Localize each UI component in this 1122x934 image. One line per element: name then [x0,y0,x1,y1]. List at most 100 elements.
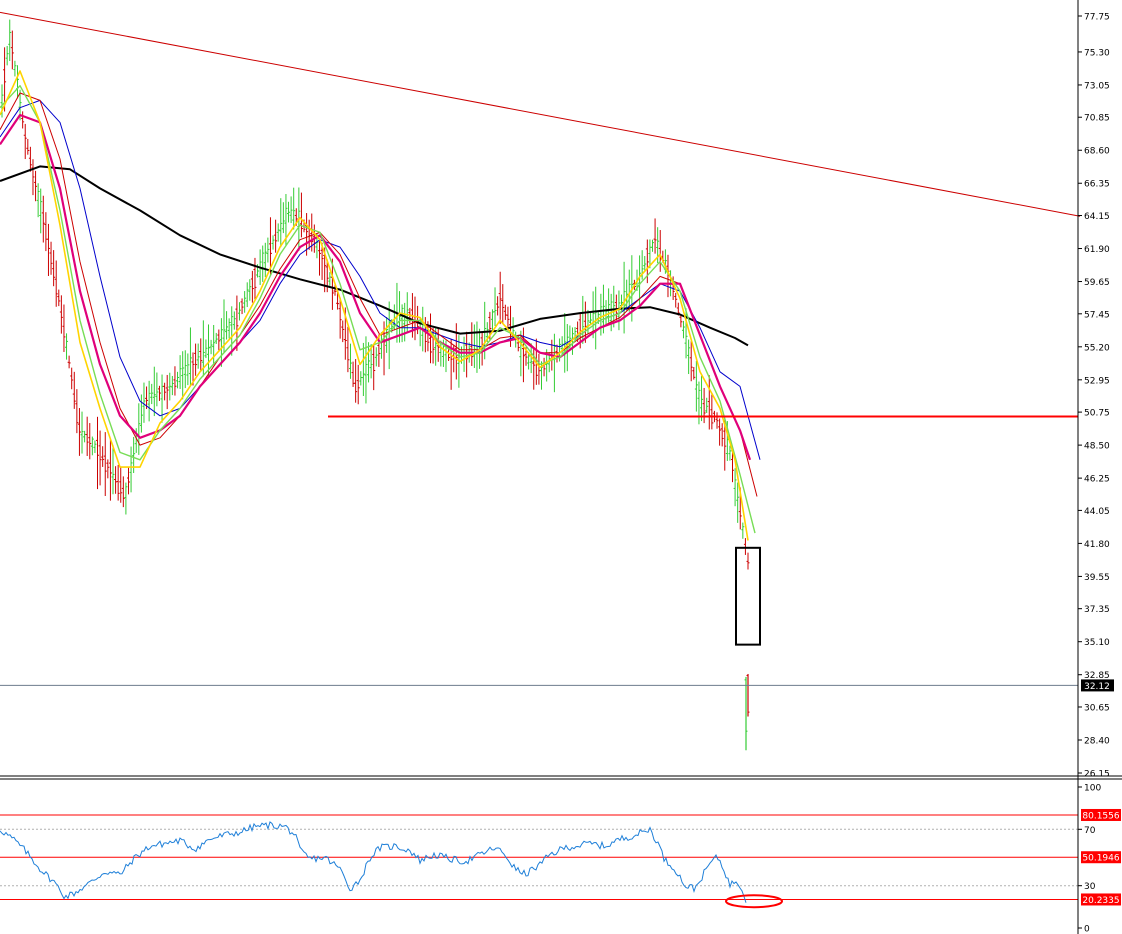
price-bar [152,366,156,417]
price-tick-label: 41.80 [1084,540,1110,550]
price-bar [501,284,505,324]
price-bar [83,430,87,443]
price-bar [214,332,218,344]
price-tick-label: 66.35 [1084,180,1110,190]
price-bar [268,217,272,276]
price-bar [126,467,130,495]
price-tick-label: 37.35 [1084,605,1110,615]
price-bar [372,345,376,391]
price-bar [178,355,182,389]
drawn-rectangle [735,546,761,646]
price-bar [496,296,500,316]
price-bar [318,240,322,276]
price-bar [147,380,151,422]
price-bar [604,300,608,325]
price-tick-label: 48.50 [1084,442,1110,452]
price-bar [261,245,265,282]
price-panel [0,11,1081,751]
price-bar [173,366,177,396]
price-bar [93,440,97,454]
price-bar [250,270,254,303]
price-bar [15,65,19,99]
price-bar [5,46,9,66]
price-bar [552,333,556,393]
moving-average-long [0,165,749,347]
price-bar [227,318,231,339]
price-bar [307,219,311,250]
price-bar [692,366,696,380]
price-bar [274,219,278,253]
price-bar [232,311,236,330]
price-bar [101,446,105,467]
price-bar [733,468,737,507]
price-bar [731,449,735,483]
price-bar [498,271,502,325]
price-bar [354,359,358,403]
price-bar [168,372,172,401]
price-bar [129,446,133,493]
price-tick-label: 73.05 [1084,81,1110,91]
price-bar [292,187,296,230]
price-bar [746,552,750,570]
price-bar [681,320,685,339]
price-bar [266,237,270,263]
price-bar [405,292,409,333]
price-tick-label: 50.75 [1084,409,1110,419]
price-bar [10,30,14,70]
price-bar [506,306,510,331]
price-bar [13,60,17,77]
price-tick-label: 59.65 [1084,278,1110,288]
price-bar [320,242,324,280]
price-tick-label: 28.40 [1084,736,1110,746]
price-tick-label: 35.10 [1084,638,1110,648]
oscillator-level-tag [1081,808,1121,821]
price-tick-label: 44.05 [1084,507,1110,517]
price-bar [658,230,662,272]
price-bar [428,313,432,364]
price-bar [356,364,360,405]
price-bar [718,418,722,446]
price-bar [723,419,727,471]
price-bar [46,223,50,276]
price-bar [237,302,241,321]
price-bar [617,290,621,331]
price-bar [75,389,79,434]
oscillator-panel [0,814,1078,909]
price-bar [475,321,479,373]
price-bar [49,241,53,275]
price-tick-label: 64.15 [1084,212,1110,222]
price-bar [57,289,61,307]
moving-average-light [0,85,756,534]
price-bar [204,339,208,359]
current-price-tag [1081,679,1114,692]
price-bar [346,326,350,373]
oscillator-level-tag [1081,851,1121,864]
price-bar [90,436,94,456]
price-bar [542,357,546,377]
price-bar [379,332,383,359]
price-bar [44,212,48,252]
price-bar [155,372,159,407]
price-bar [279,198,283,248]
price-bar [434,328,438,366]
price-bar [183,350,187,389]
price-bar [186,353,190,386]
price-bar [364,336,368,404]
price-tick-label: 52.95 [1084,376,1110,386]
price-bar [643,256,647,272]
price-bar [23,123,27,160]
price-bar [589,312,593,325]
price-bar [289,196,293,224]
price-bar [121,476,125,508]
price-bar [225,311,229,340]
price-bar [26,138,30,155]
price-bar [145,386,149,410]
price-bar [736,482,740,523]
price-tick-label: 30.65 [1084,703,1110,713]
price-bar [705,397,709,413]
price-bar [287,201,291,223]
moving-average-fast [0,70,749,541]
price-bar [341,320,345,343]
price-bar [413,296,417,341]
price-bar [31,159,35,196]
